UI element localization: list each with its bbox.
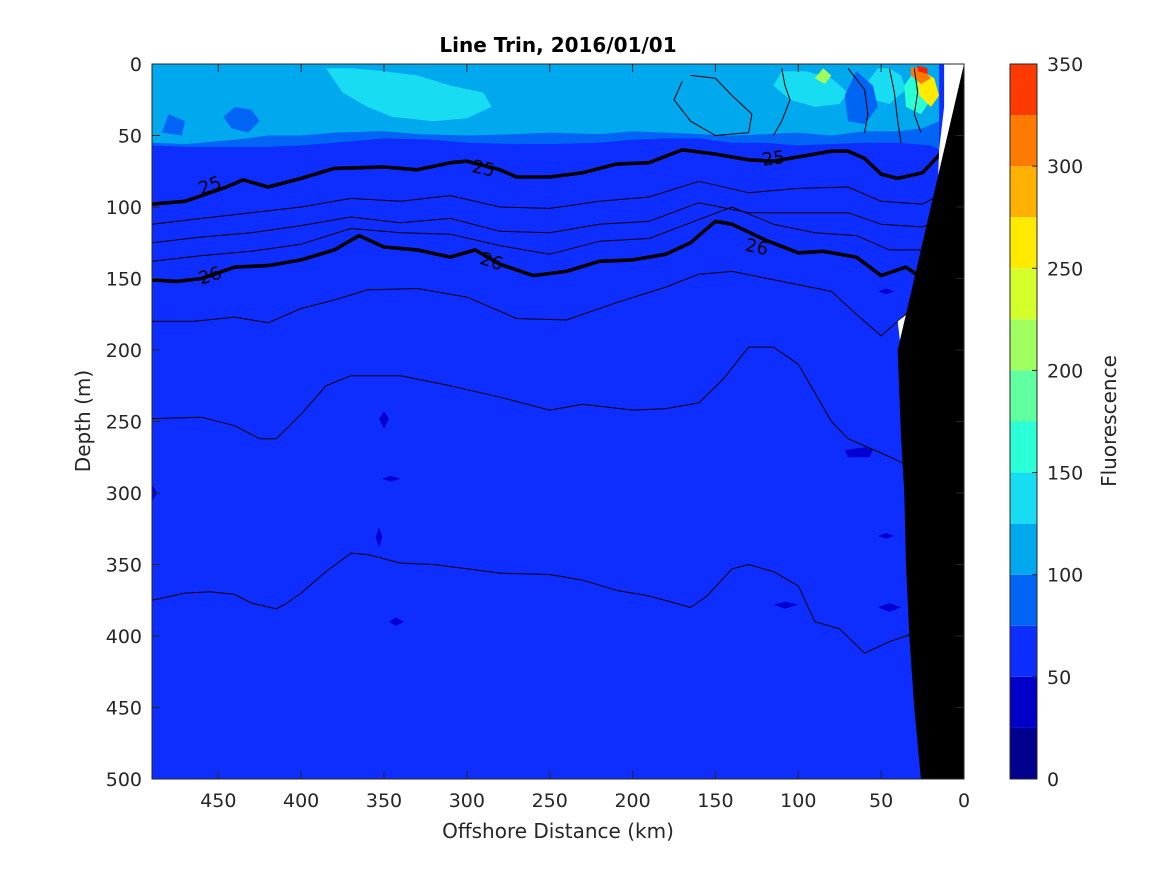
fluorescence-patch — [389, 617, 404, 626]
y-tick-label: 100 — [106, 197, 142, 219]
colorbar-band — [1010, 421, 1037, 473]
contour-line — [152, 180, 945, 225]
x-tick-label: 350 — [366, 790, 402, 812]
colorbar-band — [1010, 319, 1037, 371]
contour-line — [152, 552, 923, 654]
y-tick-label: 300 — [106, 483, 142, 505]
fluorescence-patch — [223, 106, 260, 133]
colorbar-band — [1010, 625, 1037, 677]
colorbar-band — [1010, 217, 1037, 269]
chart-title: Line Trin, 2016/01/01 — [439, 33, 676, 57]
contour-label: 25 — [470, 156, 497, 181]
x-tick-label: 150 — [697, 790, 733, 812]
colorbar-tick-label: 350 — [1047, 54, 1083, 76]
colorbar-tick-label: 150 — [1047, 463, 1083, 485]
y-tick-label: 0 — [130, 54, 142, 76]
bathymetry-layer — [897, 64, 964, 779]
contour-line — [152, 202, 945, 244]
contour-line — [913, 68, 922, 133]
contour-line — [152, 270, 915, 337]
contour-line — [847, 67, 869, 133]
y-axis-label: Depth (m) — [71, 370, 95, 472]
x-tick-label: 450 — [200, 790, 236, 812]
y-tick-label: 250 — [106, 412, 142, 434]
contour-line — [888, 68, 902, 143]
fluorescence-patch — [917, 65, 928, 74]
fluorescence-patch — [877, 603, 901, 612]
colorbar-tick-label: 300 — [1047, 156, 1083, 178]
x-tick-label: 400 — [283, 790, 319, 812]
colorbar-band — [1010, 472, 1037, 524]
fluorescence-patch-layer — [152, 65, 940, 626]
colorbar-band — [1010, 727, 1037, 779]
fluorescence-patch — [844, 447, 873, 458]
y-tick-label: 350 — [106, 555, 142, 577]
x-tick-label: 100 — [780, 790, 816, 812]
fluorescence-patch — [773, 601, 799, 609]
x-tick-label: 250 — [532, 790, 568, 812]
fluorescence-patch — [382, 475, 401, 482]
x-axis-ticks: 450 400 350 300 250 200 150 100 50 0 — [200, 64, 970, 812]
colorbar-tick-label: 250 — [1047, 258, 1083, 280]
fluorescence-fill-layer — [152, 64, 964, 779]
colorbar-band — [1010, 166, 1037, 218]
contour-line — [673, 74, 753, 136]
seafloor-bathymetry — [897, 64, 964, 779]
contour-label: 26 — [743, 235, 770, 260]
fluorescence-patch — [814, 68, 832, 84]
colorbar-band — [1010, 523, 1037, 575]
isopycnal-line-25 — [152, 148, 946, 206]
x-axis-label: Offshore Distance (km) — [442, 819, 674, 843]
fluorescence-patch — [161, 114, 186, 136]
colorbar-band — [1010, 370, 1037, 422]
x-tick-label: 50 — [869, 790, 893, 812]
x-tick-label: 0 — [958, 790, 970, 812]
colorbar-band — [1010, 115, 1037, 167]
colorbar-tick-label: 200 — [1047, 360, 1083, 382]
y-tick-label: 200 — [106, 340, 142, 362]
fluorescence-patch — [375, 527, 383, 548]
colorbar-tick-label: 0 — [1047, 769, 1059, 791]
colorbar-band — [1010, 676, 1037, 728]
y-tick-label: 450 — [106, 698, 142, 720]
isopycnal-line-26 — [152, 219, 941, 297]
fluorescence-patch — [844, 71, 878, 125]
fluorescence-patch — [877, 288, 895, 295]
y-tick-label: 150 — [106, 269, 142, 291]
fluorescence-patch — [911, 66, 931, 84]
y-tick-label: 400 — [106, 626, 142, 648]
colorbar-frame — [1009, 63, 1038, 780]
colorbar-band — [1010, 64, 1037, 116]
colorbar-tick-label: 100 — [1047, 565, 1083, 587]
contour-line — [152, 346, 923, 480]
colorbar-band — [1010, 268, 1037, 320]
contour-line — [152, 206, 945, 262]
colorbar-tick-label: 50 — [1047, 667, 1071, 689]
x-tick-label: 300 — [449, 790, 485, 812]
density-contour-layer — [152, 67, 946, 654]
fill-region-deep — [152, 64, 964, 779]
fluorescence-patch — [773, 71, 848, 107]
fluorescence-patch — [364, 78, 401, 104]
y-tick-label: 500 — [106, 769, 142, 791]
contour-label: 25 — [761, 147, 787, 171]
colorbar-band — [1010, 574, 1037, 626]
colorbar-label: Fluorescence — [1097, 355, 1121, 487]
y-tick-label: 50 — [118, 126, 142, 148]
fluorescence-patch — [877, 533, 895, 539]
contour-line — [772, 68, 791, 136]
y-axis-ticks: 0 50 100 150 200 250 300 350 400 450 500 — [106, 54, 964, 791]
fluorescence-patch — [867, 68, 906, 104]
fluorescence-patch — [379, 411, 389, 429]
x-tick-label: 200 — [614, 790, 650, 812]
colorbar: 0 50 100 150 200 250 300 350 — [1009, 54, 1083, 791]
